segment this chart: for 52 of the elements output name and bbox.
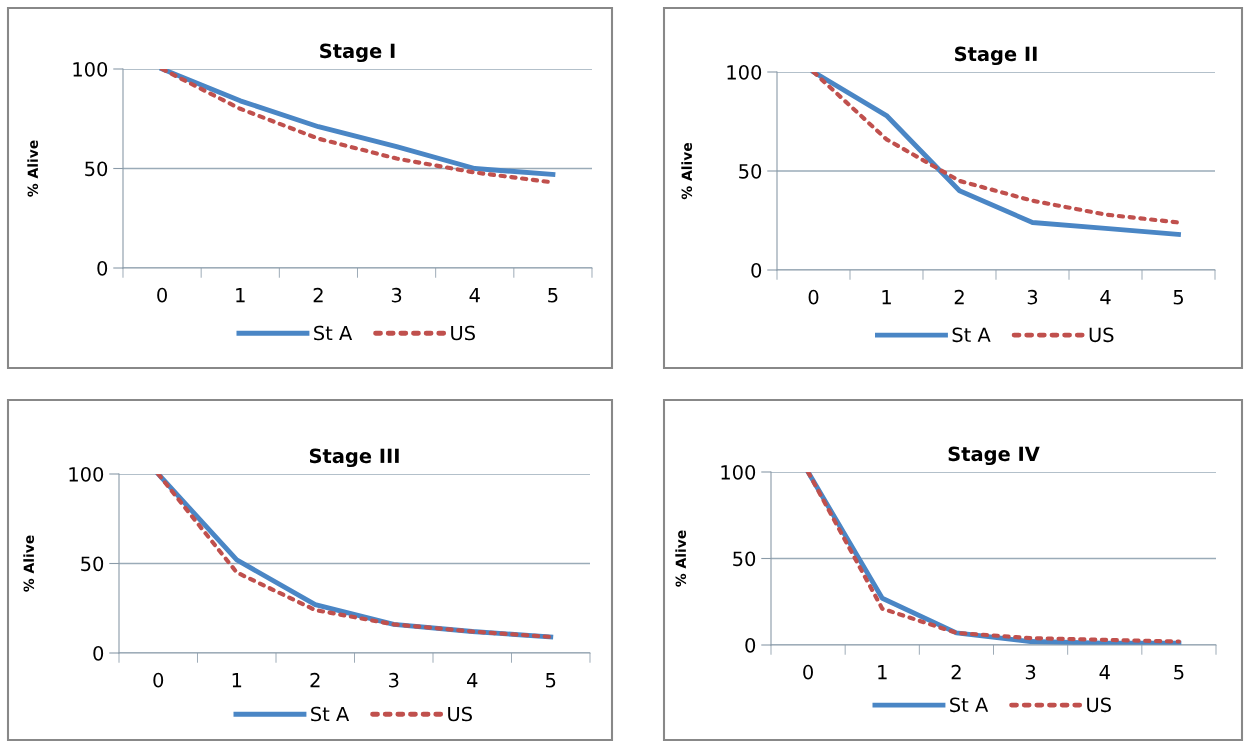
y-axis-title: % Alive [23,535,35,592]
x-tick-label: 1 [878,665,887,680]
x-tick-label: 3 [389,672,399,688]
x-tick-label: 5 [546,673,556,688]
y-tick-label: 100 [727,64,762,80]
y-axis-title: % Alive [681,142,693,200]
y-tick-label: 0 [93,645,104,661]
chart-title: Stage I [320,43,395,63]
y-tick-label: 0 [745,637,756,653]
chart-title: Stage III [309,448,399,468]
x-tick-label: 5 [1173,290,1183,305]
x-tick-label: 4 [467,673,478,688]
legend-label: St A [952,327,991,343]
x-tick-label: 0 [803,664,813,680]
y-tick-label: 0 [751,262,762,278]
x-tick-label: 1 [232,673,242,688]
y-tick-label: 50 [85,161,108,177]
x-tick-label: 0 [808,289,819,305]
chart-title: Stage IV [948,446,1040,466]
x-tick-label: 2 [954,289,964,305]
x-tick-label: 3 [1025,664,1036,680]
y-tick-label: 0 [97,260,108,276]
x-tick-label: 4 [1100,290,1111,305]
x-tick-label: 3 [391,287,402,303]
y-axis-title: % Alive [675,530,687,587]
y-tick-label: 50 [81,556,104,572]
legend-label: St A [311,706,350,722]
legend-label: US [1089,327,1114,343]
x-tick-label: 5 [548,288,558,303]
x-tick-label: 2 [310,672,320,688]
x-tick-label: 2 [313,287,323,303]
x-tick-label: 5 [1174,665,1184,680]
legend-label: US [1087,697,1111,713]
legend-label: US [451,325,475,341]
x-tick-label: 3 [1027,289,1038,305]
x-tick-label: 4 [469,288,480,303]
y-tick-label: 50 [733,551,756,567]
x-tick-label: 1 [236,288,245,303]
y-axis-title: % Alive [27,140,39,197]
legend-label: St A [314,325,353,341]
y-tick-label: 50 [739,163,762,179]
y-tick-label: 100 [73,61,108,77]
y-tick-label: 100 [721,464,756,480]
x-tick-label: 1 [882,290,891,305]
legend-label: St A [950,697,989,713]
x-tick-label: 0 [157,287,167,303]
x-tick-label: 0 [153,672,164,688]
x-tick-label: 4 [1099,665,1110,680]
y-tick-label: 100 [69,466,104,482]
chart-title: Stage II [955,46,1037,66]
x-tick-label: 2 [951,664,961,680]
legend-label: US [448,706,472,722]
